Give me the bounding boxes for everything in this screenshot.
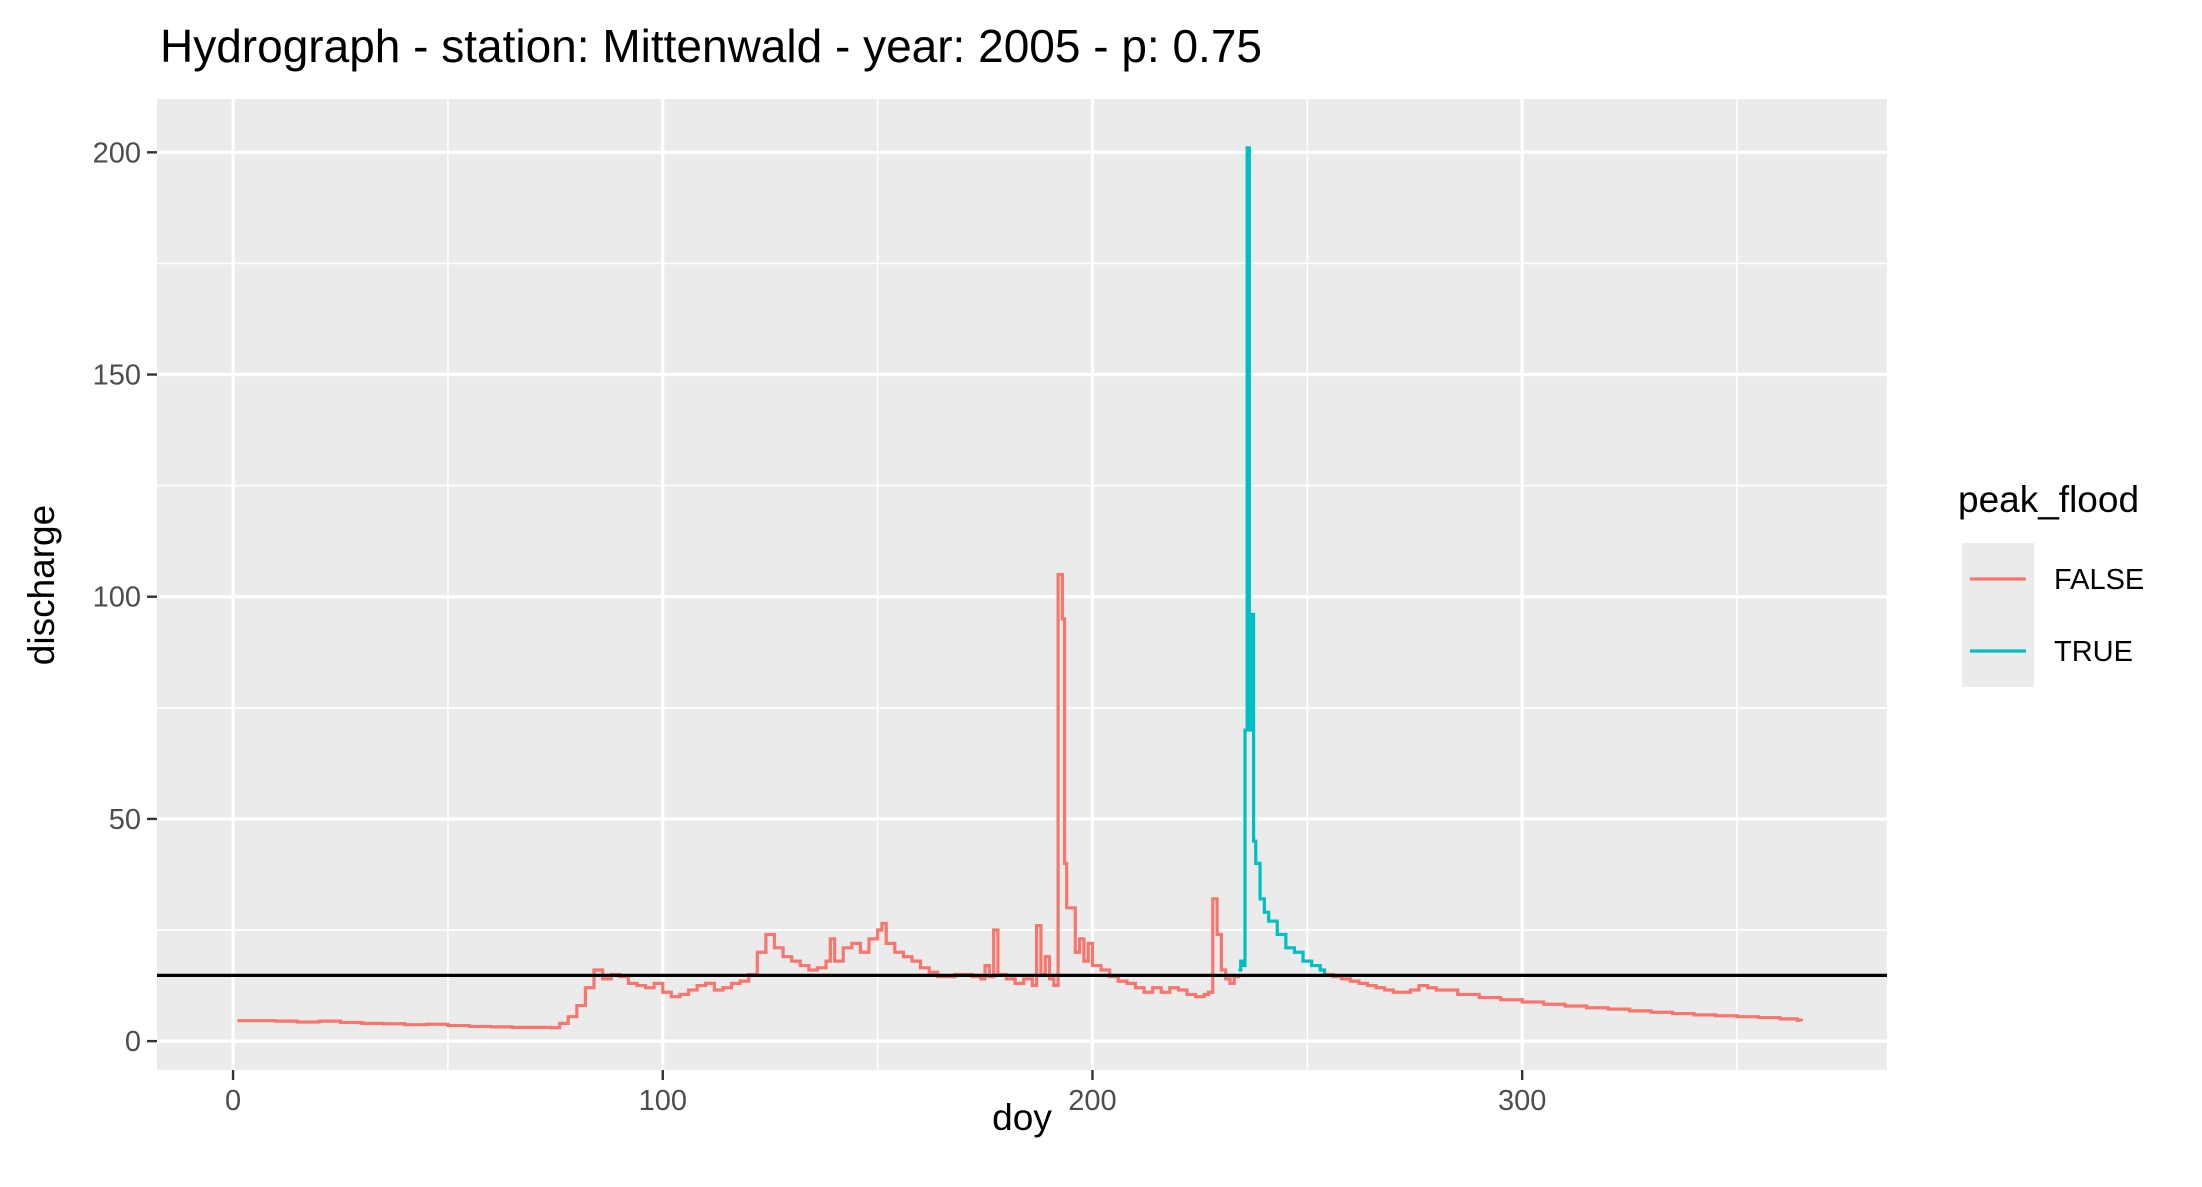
plot-panel (157, 99, 1887, 1070)
axis-ticks (147, 151, 1524, 1080)
grid-major (157, 99, 1887, 1070)
series-line-false-2 (1324, 972, 1804, 1022)
y-tick-label: 100 (93, 582, 141, 614)
series-layer (237, 146, 1804, 1030)
x-tick-label: 200 (1068, 1085, 1116, 1117)
chart-title: Hydrograph - station: Mittenwald - year:… (160, 20, 1262, 72)
x-tick-label: 0 (225, 1085, 241, 1117)
legend-label: TRUE (2054, 636, 2133, 668)
x-tick-labels: 0 100 200 300 (225, 1085, 1546, 1117)
series-line-false-0 (237, 572, 1241, 1030)
grid-minor (157, 99, 1887, 1070)
legend: peak_flood FALSE TRUE (1958, 479, 2144, 687)
y-tick-label: 200 (93, 137, 141, 169)
x-tick-label: 300 (1498, 1085, 1546, 1117)
y-tick-label: 50 (109, 804, 141, 836)
legend-label: FALSE (2054, 564, 2144, 596)
y-tick-labels: 0 50 100 150 200 (93, 137, 141, 1058)
legend-title: peak_flood (1958, 479, 2139, 520)
x-tick-label: 100 (639, 1085, 687, 1117)
y-tick-label: 0 (125, 1026, 141, 1058)
y-tick-label: 150 (93, 360, 141, 392)
y-axis-title: discharge (21, 505, 62, 665)
series-line-true-1 (1238, 146, 1327, 975)
x-axis-title: doy (992, 1097, 1052, 1138)
